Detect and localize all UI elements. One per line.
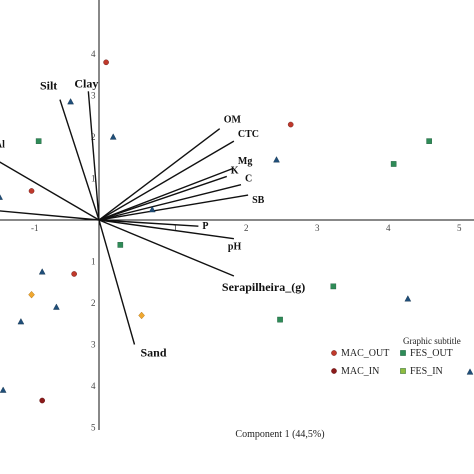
vector-line-5 — [98, 140, 235, 221]
point-s2-5 — [117, 242, 124, 248]
x-tick-label-0: -1 — [31, 223, 39, 233]
legend-marker-2 — [331, 368, 337, 374]
vector-line-9 — [98, 194, 249, 221]
vector-label-5: CTC — [238, 129, 259, 140]
point-s4-8 — [404, 295, 412, 302]
point-s5-1 — [138, 311, 145, 320]
point-s5-0 — [28, 290, 35, 299]
y-tick-label-6: 3 — [91, 340, 96, 350]
vector-line-10 — [98, 219, 199, 227]
vector-label-1: Clay — [74, 76, 98, 90]
vector-label-4: OM — [224, 115, 242, 126]
vector-label-10: P — [202, 221, 208, 232]
vector-line-4 — [98, 128, 221, 221]
x-tick-label-5: 5 — [457, 223, 462, 233]
point-s4-6 — [53, 303, 60, 310]
point-s1-0 — [39, 397, 46, 404]
point-s4-9 — [0, 386, 7, 393]
point-s4-1 — [109, 133, 117, 140]
x-tick-label-3: 3 — [315, 223, 320, 233]
vector-label-12: Serapilheira_(g) — [222, 280, 305, 294]
legend-label-1: FES_OUT — [410, 348, 453, 359]
vector-label-9: SB — [252, 195, 265, 206]
vector-line-3 — [0, 210, 100, 221]
point-s2-3 — [330, 283, 337, 290]
x-tick-label-2: 2 — [244, 223, 249, 233]
x-tick-label-1: 1 — [173, 223, 178, 233]
vector-label-6: Mg — [238, 156, 252, 167]
y-tick-label-1: 3 — [91, 91, 96, 101]
vector-line-7 — [98, 175, 228, 221]
vector-label-2: H+Al — [0, 140, 5, 151]
vector-label-7: K — [231, 165, 239, 176]
point-s4-2 — [273, 156, 280, 163]
y-tick-label-4: 1 — [91, 257, 96, 267]
point-s0-1 — [287, 121, 294, 128]
point-s2-2 — [390, 161, 397, 167]
vector-line-6 — [98, 167, 235, 221]
point-s2-1 — [426, 138, 432, 144]
y-tick-label-2: 2 — [91, 132, 96, 142]
vector-line-12 — [98, 219, 235, 277]
y-tick-label-7: 4 — [91, 381, 96, 391]
legend-marker-3 — [400, 368, 406, 374]
point-s2-0 — [35, 138, 42, 144]
point-s2-4 — [277, 316, 283, 323]
vector-label-0: Silt — [40, 79, 57, 93]
vector-line-11 — [98, 219, 234, 240]
point-s4-7 — [17, 318, 25, 325]
vector-line-13 — [98, 219, 136, 345]
vector-label-13: Sand — [141, 346, 167, 360]
vector-line-1 — [87, 91, 100, 221]
score-points — [0, 59, 432, 404]
legend-title: Graphic subtitle — [403, 336, 461, 346]
legend-marker-extra — [466, 368, 474, 375]
vector-line-2 — [0, 161, 100, 221]
vector-line-8 — [98, 184, 242, 221]
y-tick-label-8: 5 — [91, 423, 96, 433]
legend-label-0: MAC_OUT — [341, 348, 389, 359]
point-s0-3 — [71, 271, 77, 277]
axes: -1 1 2 3 4 5 4 3 2 1 1 2 3 4 5 — [0, 0, 474, 433]
point-s0-2 — [28, 188, 35, 194]
legend-marker-1 — [400, 350, 406, 356]
y-tick-label-0: 4 — [91, 49, 96, 59]
legend: Graphic subtitle MAC_OUT FES_OUT MAC_IN FES_… — [331, 336, 474, 377]
point-s4-5 — [38, 268, 46, 275]
legend-marker-0 — [331, 350, 337, 356]
y-tick-label-3: 1 — [91, 174, 96, 184]
vector-label-11: pH — [228, 242, 242, 253]
legend-label-2: MAC_IN — [341, 366, 379, 377]
vector-label-8: C — [245, 174, 252, 185]
x-tick-label-4: 4 — [386, 223, 391, 233]
point-s4-0 — [67, 98, 74, 105]
point-s4-4 — [148, 206, 156, 213]
y-tick-label-5: 2 — [91, 298, 96, 308]
vector-line-0 — [59, 99, 100, 221]
point-s4-3 — [0, 194, 3, 200]
point-s0-0 — [103, 59, 109, 66]
x-axis-title: Component 1 (44,5%) — [235, 429, 324, 440]
legend-label-3: FES_IN — [410, 366, 443, 377]
